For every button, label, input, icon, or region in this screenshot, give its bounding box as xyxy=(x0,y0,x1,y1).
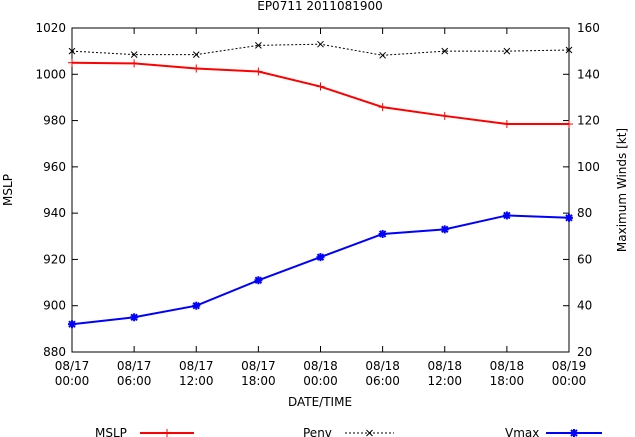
series-penv xyxy=(68,40,573,59)
series-layer xyxy=(68,40,573,329)
left-axis: 880 900 920 940 960 980 1000 1020 xyxy=(35,21,78,359)
series-mslp-point xyxy=(565,120,573,129)
x-tick-label-date: 08/18 xyxy=(303,359,338,373)
x-tick-label-date: 08/18 xyxy=(490,359,525,373)
series-mslp-point xyxy=(68,58,76,67)
right-tick-label: 80 xyxy=(577,206,592,220)
legend-marker-vmax xyxy=(570,429,578,437)
x-tick-label-date: 08/19 xyxy=(552,359,587,373)
x-tick-label-time: 18:00 xyxy=(490,374,525,388)
right-tick-label: 140 xyxy=(577,67,600,81)
y-axis-label-right: Maximum Winds [kt] xyxy=(615,128,629,252)
series-vmax-point xyxy=(316,253,325,262)
x-tick-label-time: 12:00 xyxy=(427,374,462,388)
series-penv-point xyxy=(317,40,324,48)
series-mslp-point xyxy=(316,82,325,91)
left-tick-label: 1020 xyxy=(35,21,66,35)
series-penv-point xyxy=(565,46,573,54)
x-tick-label-date: 08/17 xyxy=(241,359,276,373)
series-vmax-point xyxy=(378,229,387,238)
series-mslp-point xyxy=(192,64,201,73)
series-vmax-point xyxy=(192,301,201,310)
series-mslp-point xyxy=(378,103,387,112)
x-tick-label-date: 08/18 xyxy=(427,359,462,373)
left-tick-label: 940 xyxy=(43,206,66,220)
chart-title: EP0711 2011081900 xyxy=(257,0,383,13)
series-penv-point xyxy=(441,47,449,55)
x-tick-label-time: 06:00 xyxy=(117,374,152,388)
legend-label-mslp: MSLP xyxy=(95,426,127,437)
x-tick-label-time: 00:00 xyxy=(552,374,587,388)
series-penv-point xyxy=(379,51,386,59)
left-tick-label: 1000 xyxy=(35,67,66,81)
series-vmax-point xyxy=(440,225,449,234)
series-mslp-point xyxy=(130,59,139,68)
series-vmax-point xyxy=(254,276,263,285)
legend-marker-penv xyxy=(366,429,373,437)
x-tick-label-date: 08/18 xyxy=(365,359,400,373)
series-penv-point xyxy=(503,47,511,55)
plot-frame xyxy=(71,27,570,353)
series-penv-line xyxy=(71,43,570,56)
x-tick-label-date: 08/17 xyxy=(179,359,214,373)
left-tick-label: 900 xyxy=(43,299,66,313)
series-mslp-point xyxy=(502,120,511,129)
x-tick-label-date: 08/17 xyxy=(55,359,90,373)
y-axis-label-left: MSLP xyxy=(1,174,15,206)
x-axis: 08/1700:0008/1706:0008/1712:0008/1718:00… xyxy=(55,28,587,388)
series-mslp-line xyxy=(71,61,569,126)
x-tick-label-time: 12:00 xyxy=(179,374,214,388)
x-tick-label-date: 08/17 xyxy=(117,359,152,373)
left-tick-label: 920 xyxy=(43,252,66,266)
left-tick-label: 880 xyxy=(43,345,66,359)
left-tick-label: 980 xyxy=(43,114,66,128)
x-tick-label-time: 00:00 xyxy=(55,374,90,388)
x-tick-label-time: 18:00 xyxy=(241,374,276,388)
right-axis: 20 40 60 80 100 120 140 160 xyxy=(563,21,600,359)
series-mslp-point xyxy=(440,111,449,120)
series-vmax-point xyxy=(68,320,76,329)
series-penv-point xyxy=(255,42,262,49)
x-axis-label: DATE/TIME xyxy=(288,395,352,409)
x-tick-label-time: 00:00 xyxy=(303,374,338,388)
series-mslp-point xyxy=(254,67,263,76)
right-tick-label: 160 xyxy=(577,21,600,35)
series-penv-point xyxy=(192,51,200,58)
legend-marker-mslp xyxy=(163,429,171,437)
right-tick-label: 60 xyxy=(577,252,592,266)
series-vmax-point xyxy=(565,213,573,222)
series-vmax-line xyxy=(71,214,570,326)
right-tick-label: 120 xyxy=(577,114,600,128)
series-vmax-point xyxy=(502,211,511,220)
legend-item-vmax: Vmax xyxy=(505,426,602,437)
series-vmax-point xyxy=(130,313,139,322)
legend-label-vmax: Vmax xyxy=(505,426,539,437)
x-tick-label-time: 06:00 xyxy=(365,374,400,388)
legend-label-penv: Penv xyxy=(303,426,332,437)
legend-item-penv: Penv xyxy=(303,426,394,437)
series-vmax xyxy=(68,211,573,329)
legend-item-mslp: MSLP xyxy=(95,426,194,437)
series-penv-point xyxy=(130,51,138,58)
left-tick-label: 960 xyxy=(43,160,66,174)
right-tick-label: 100 xyxy=(577,160,600,174)
legend: MSLP Penv Vmax xyxy=(95,426,602,437)
series-mslp xyxy=(68,58,573,129)
right-tick-label: 20 xyxy=(577,345,592,359)
series-penv-point xyxy=(68,47,76,55)
right-tick-label: 40 xyxy=(577,299,592,313)
